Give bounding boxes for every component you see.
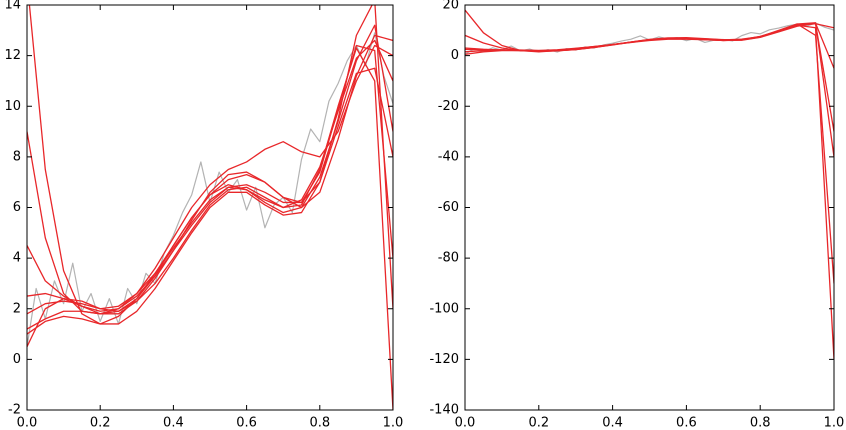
- x-tick-label: 0.6: [236, 416, 257, 430]
- x-tick-label: 0.8: [309, 416, 330, 430]
- x-tick-label: 1.0: [824, 416, 845, 430]
- y-tick-label: 2: [13, 301, 21, 316]
- y-tick-label: 0: [451, 48, 459, 63]
- series-line: [27, 67, 393, 335]
- y-tick-label: 10: [4, 99, 21, 114]
- x-tick-label: 0.0: [17, 416, 38, 430]
- series-line: [27, 34, 393, 315]
- series-line: [28, 5, 393, 325]
- series-line: [27, 47, 393, 410]
- series-line: [27, 24, 393, 348]
- x-tick-label: 0.2: [90, 416, 111, 430]
- panel: 0.0 0.2 0.4 0.6 0.8 1.0 -2 0 2 4 6 8 10 12 14: [4, 0, 403, 430]
- series-line: [465, 23, 834, 284]
- x-tick-label: 1.0: [383, 416, 404, 430]
- x-tick-label: 0.2: [528, 416, 549, 430]
- y-tick-label: -120: [429, 352, 459, 367]
- y-tick-label: -100: [429, 301, 459, 316]
- panel: 0.0 0.2 0.4 0.6 0.8 1.0 -140 -120 -100 -80 -60 -40 -…: [429, 0, 844, 430]
- y-tick-label: 12: [4, 48, 21, 63]
- y-tick-label: 8: [13, 149, 21, 164]
- y-tick-label: -80: [438, 251, 459, 266]
- y-tick-label: -60: [438, 200, 459, 215]
- y-tick-label: 0: [13, 352, 21, 367]
- y-tick-label: -40: [438, 149, 459, 164]
- axes-frame: [464, 4, 835, 411]
- series-line: [27, 32, 393, 347]
- y-tick-label: -140: [429, 403, 459, 418]
- y-tick-label: 4: [13, 251, 21, 266]
- series-line: [465, 9, 834, 360]
- y-tick-label: 14: [4, 0, 21, 13]
- x-tick-label: 0.8: [750, 416, 771, 430]
- y-tick-label: -20: [438, 99, 459, 114]
- series-line: [27, 39, 393, 315]
- series-line: [27, 44, 393, 315]
- y-tick-label: 6: [13, 200, 21, 215]
- series-line: [465, 22, 834, 157]
- x-tick-label: 0.0: [455, 416, 476, 430]
- series-line: [465, 22, 834, 69]
- y-tick-label: -2: [8, 403, 21, 418]
- x-tick-label: 0.4: [163, 416, 184, 430]
- x-tick-label: 0.6: [676, 416, 697, 430]
- series-line: [27, 44, 393, 312]
- x-tick-label: 0.4: [602, 416, 623, 430]
- plot-area: [27, 5, 393, 410]
- plot-area: [465, 9, 834, 360]
- y-tick-label: 20: [442, 0, 459, 13]
